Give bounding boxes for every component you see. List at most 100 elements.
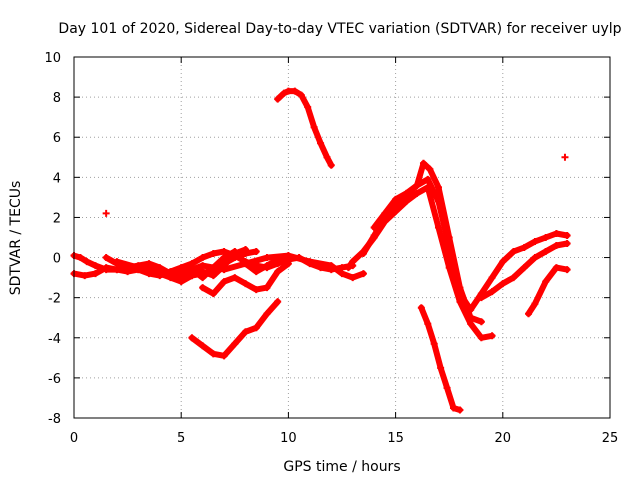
y-tick-label: -2 xyxy=(48,292,61,307)
data-point-marker xyxy=(430,340,438,348)
y-tick-label: 0 xyxy=(53,252,61,267)
data-point-marker xyxy=(437,364,445,372)
data-point-marker xyxy=(370,223,378,231)
data-point-marker xyxy=(242,246,250,254)
data-point-marker xyxy=(274,256,282,264)
y-tick-label: -6 xyxy=(48,372,61,387)
data-point-marker xyxy=(188,334,196,342)
y-tick-label: -8 xyxy=(48,412,61,427)
data-point-marker xyxy=(449,404,457,412)
data-point-marker xyxy=(349,274,357,282)
series-line xyxy=(113,252,367,281)
data-point-marker xyxy=(417,304,425,312)
data-point-marker xyxy=(76,254,84,262)
series-arc-12 xyxy=(417,304,464,414)
data-point-marker xyxy=(499,280,507,288)
data-point-marker xyxy=(91,262,99,270)
data-point-marker xyxy=(124,268,132,276)
data-point-marker xyxy=(252,268,260,276)
y-tick-label: 8 xyxy=(53,91,61,106)
data-point-marker xyxy=(231,274,239,282)
data-point-marker xyxy=(284,260,292,268)
data-point-marker xyxy=(426,165,434,173)
data-point-marker xyxy=(263,254,271,262)
series-line xyxy=(274,88,335,169)
data-point-marker xyxy=(525,310,533,318)
data-point-marker xyxy=(563,266,571,274)
data-point-marker xyxy=(443,384,451,392)
data-point-marker xyxy=(323,153,331,161)
x-tick-label: 5 xyxy=(177,431,185,446)
data-point-marker xyxy=(413,181,421,189)
x-tick-label: 20 xyxy=(495,431,512,446)
data-point-marker xyxy=(188,266,196,274)
data-point-marker xyxy=(344,264,352,272)
data-point-marker xyxy=(274,95,282,103)
series-arc-14 xyxy=(525,264,571,318)
series-arc-13 xyxy=(477,240,571,302)
data-point-marker xyxy=(424,175,432,183)
data-point-marker xyxy=(359,270,367,278)
y-tick-label: 4 xyxy=(53,171,61,186)
grid xyxy=(74,57,610,418)
data-point-marker xyxy=(499,258,507,266)
data-point-marker xyxy=(434,183,442,191)
data-point-marker xyxy=(220,352,228,360)
series-isolated xyxy=(102,153,569,217)
data-point-marker xyxy=(392,195,400,203)
data-point-marker xyxy=(199,342,207,350)
data-point-marker xyxy=(263,262,271,270)
data-point-marker xyxy=(231,340,239,348)
data-point-marker xyxy=(381,209,389,217)
data-point-marker xyxy=(91,270,99,278)
data-point-marker xyxy=(563,231,571,239)
data-point-marker xyxy=(284,87,292,95)
data-point-marker xyxy=(542,278,550,286)
data-point-marker xyxy=(359,250,367,258)
data-point-marker xyxy=(188,260,196,268)
data-point-marker xyxy=(327,161,335,169)
data-point-marker xyxy=(242,328,250,336)
data-point-marker xyxy=(561,153,569,161)
data-point-marker xyxy=(510,274,518,282)
y-tick-label: 2 xyxy=(53,211,61,226)
data-point-marker xyxy=(220,266,228,274)
data-point-marker xyxy=(102,254,110,262)
series-arc-6 xyxy=(199,260,292,298)
data-point-marker xyxy=(306,258,314,266)
data-series xyxy=(70,87,571,414)
data-point-marker xyxy=(467,320,475,328)
data-point-marker xyxy=(413,189,421,197)
data-point-marker xyxy=(220,248,228,256)
data-point-marker xyxy=(510,248,518,256)
data-point-marker xyxy=(531,254,539,262)
data-point-marker xyxy=(156,268,164,276)
data-point-marker xyxy=(552,264,560,272)
data-point-marker xyxy=(552,229,560,237)
data-point-marker xyxy=(402,189,410,197)
data-point-marker xyxy=(488,332,496,340)
data-point-marker xyxy=(467,314,475,322)
series-line xyxy=(188,298,281,359)
data-point-marker xyxy=(531,300,539,308)
data-point-marker xyxy=(520,244,528,252)
data-point-marker xyxy=(242,280,250,288)
data-point-marker xyxy=(209,250,217,258)
data-point-marker xyxy=(252,248,260,256)
data-point-marker xyxy=(102,264,110,272)
data-point-marker xyxy=(274,268,282,276)
data-point-marker xyxy=(177,270,185,278)
y-tick-label: -4 xyxy=(48,332,61,347)
y-tick-label: 6 xyxy=(53,131,61,146)
series-arc-7 xyxy=(188,298,282,360)
data-point-marker xyxy=(488,274,496,282)
data-point-marker xyxy=(102,209,110,217)
data-point-marker xyxy=(199,254,207,262)
data-point-marker xyxy=(199,274,207,282)
data-point-marker xyxy=(552,242,560,250)
data-point-marker xyxy=(177,278,185,286)
data-point-marker xyxy=(349,258,357,266)
data-point-marker xyxy=(280,89,288,97)
data-point-marker xyxy=(370,231,378,239)
data-point-marker xyxy=(542,234,550,241)
